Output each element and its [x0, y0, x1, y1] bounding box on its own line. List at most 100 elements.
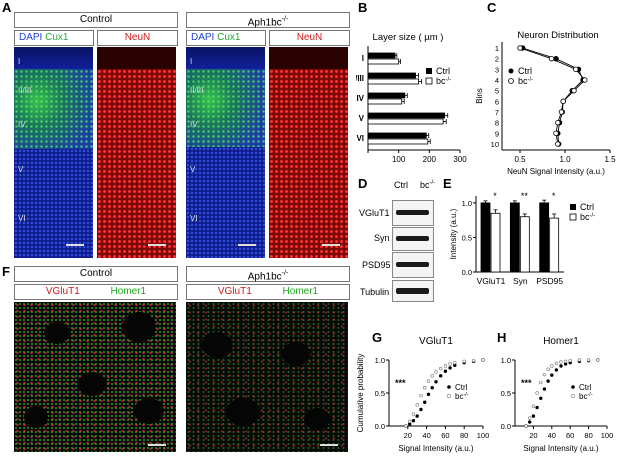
- panel-f-control-title: Control: [79, 268, 113, 279]
- panel-label-c: C: [487, 0, 497, 15]
- point-bc: [571, 87, 577, 94]
- chart-e-y-tick-label: 1.0: [462, 199, 472, 208]
- point-bc: [426, 379, 431, 383]
- chartH-x-tick-label: 80: [584, 431, 592, 440]
- point-ctrl: [448, 366, 452, 370]
- layer-label-iv: IV: [18, 120, 26, 129]
- chartG-x-label: Signal Intensity (a.u.): [398, 444, 473, 453]
- point-bc: [596, 358, 600, 362]
- western-blot-psd95: [392, 252, 434, 278]
- chartG-x-tick-label: 100: [477, 431, 490, 440]
- bar-bc: [367, 78, 419, 85]
- scale-bar: [66, 244, 84, 246]
- point-bc: [582, 77, 588, 83]
- layer-label-i: I: [190, 57, 193, 66]
- panel-label-h: H: [497, 330, 507, 345]
- legend-label-bc-sup: -/-: [528, 77, 534, 83]
- chart-c-x-tick-label: 0.5: [514, 155, 526, 164]
- chartH-x-tick-label: 100: [601, 431, 614, 440]
- stain-neun-label: NeuN: [124, 32, 151, 43]
- point-bc: [577, 358, 582, 362]
- layer-label-vi: VI: [18, 214, 26, 223]
- point-bc: [528, 416, 532, 420]
- chart-c-y-tick-label: 2: [495, 55, 499, 64]
- point-ctrl: [430, 386, 434, 390]
- point-bc: [443, 364, 448, 368]
- western-col-bc-sup: -/-: [429, 180, 436, 186]
- panel-f-mutant-sup: -/-: [281, 270, 289, 277]
- legend-label-bc-sup: -/-: [587, 392, 592, 398]
- legend-swatch-bc: [446, 393, 452, 399]
- scale-bar: [238, 244, 256, 246]
- point-bc: [563, 359, 568, 364]
- point-bc: [517, 45, 523, 51]
- micrograph-synapse-control: [14, 302, 176, 452]
- bar-bc: [490, 212, 501, 273]
- chart-b-title: Layer size ( µm ): [373, 32, 444, 43]
- legend-swatch-ctrl: [508, 68, 514, 74]
- point-bc: [423, 386, 427, 390]
- scale-bar: [322, 244, 340, 246]
- bar-ctrl: [509, 202, 520, 273]
- micrograph-dapi-cux1-control: [14, 47, 93, 258]
- stain-dapi-label: DAPI: [19, 32, 43, 43]
- point-bc: [573, 66, 579, 73]
- significance-marker: **: [521, 191, 529, 201]
- point-ctrl: [411, 419, 416, 423]
- chartG-title: VGluT1: [419, 336, 453, 347]
- chart-c-x-tick-label: 1.5: [604, 155, 616, 164]
- point-bc: [430, 374, 434, 378]
- chart-c-x-tick-label: 1.0: [559, 155, 571, 164]
- chartH-x-tick-label: 40: [548, 431, 556, 440]
- chart-c-y-tick-label: 4: [495, 76, 499, 85]
- chart-e-category-label: PSD95: [536, 276, 563, 286]
- panel-a-stain-header-4: NeuN: [269, 30, 350, 46]
- legend-label-ctrl: Ctrl: [579, 383, 592, 392]
- point-bc: [438, 366, 443, 371]
- layer-label-ii-iii: II/III: [190, 86, 204, 95]
- bar-ctrl: [367, 112, 446, 119]
- layer-label-v: V: [18, 165, 24, 174]
- bar-ctrl: [539, 202, 550, 273]
- legend-label-bc: bc-/-: [580, 212, 595, 222]
- chartH-y-tick-label: 0.5: [501, 389, 511, 398]
- point-bc: [550, 364, 554, 368]
- stain-neun-label-2: NeuN: [296, 32, 323, 43]
- stain-dapi-label-2: DAPI: [191, 32, 215, 43]
- point-bc: [539, 380, 543, 385]
- point-bc: [453, 360, 457, 365]
- western-row-label-psd95: PSD95: [362, 260, 391, 270]
- legend-label-bc: bc-/-: [455, 392, 469, 401]
- point-bc: [568, 358, 572, 363]
- panel-a-mutant-title: Aph1bc: [247, 17, 282, 29]
- chartG-x-tick-label: 20: [404, 431, 412, 440]
- chart-c-y-tick-label: 6: [495, 97, 499, 106]
- chartH-y-tick-label: 1.0: [501, 356, 511, 365]
- point-bc: [471, 358, 476, 363]
- chart-c-x-label: NeuN Signal Intensity (a.u.): [507, 167, 605, 176]
- chart-c-y-tick-label: 9: [495, 129, 499, 138]
- point-bc: [558, 109, 565, 115]
- chartG-y-label: Cumulative probability: [356, 354, 365, 433]
- chartG-y-tick-label: 0.0: [375, 422, 385, 431]
- point-bc: [531, 404, 536, 408]
- western-blot-vglut1: [392, 200, 434, 226]
- point-bc: [407, 419, 412, 424]
- point-bc: [462, 359, 466, 364]
- point-bc: [560, 98, 566, 105]
- western-col-bc: bc-/-: [420, 180, 435, 190]
- point-bc: [559, 360, 563, 364]
- chart-e-y-tick-label: 0.0: [462, 268, 472, 277]
- line-bc: [519, 47, 586, 145]
- significance-marker: *: [493, 191, 497, 201]
- point-bc: [524, 424, 528, 428]
- stain-vglut1-label-2: VGluT1: [217, 286, 252, 297]
- legend-swatch-bc: [569, 213, 577, 221]
- chart-b-category-label: II/III: [356, 74, 364, 83]
- chartH-x-tick-label: 60: [566, 431, 574, 440]
- point-bc: [535, 391, 539, 395]
- point-bc: [419, 393, 423, 398]
- chart-e: Intensity (a.u.) 0.0 0.5 1.0 VGluT1 * Syn ** PSD…: [449, 191, 595, 286]
- micrograph-neun-mutant: [269, 47, 348, 258]
